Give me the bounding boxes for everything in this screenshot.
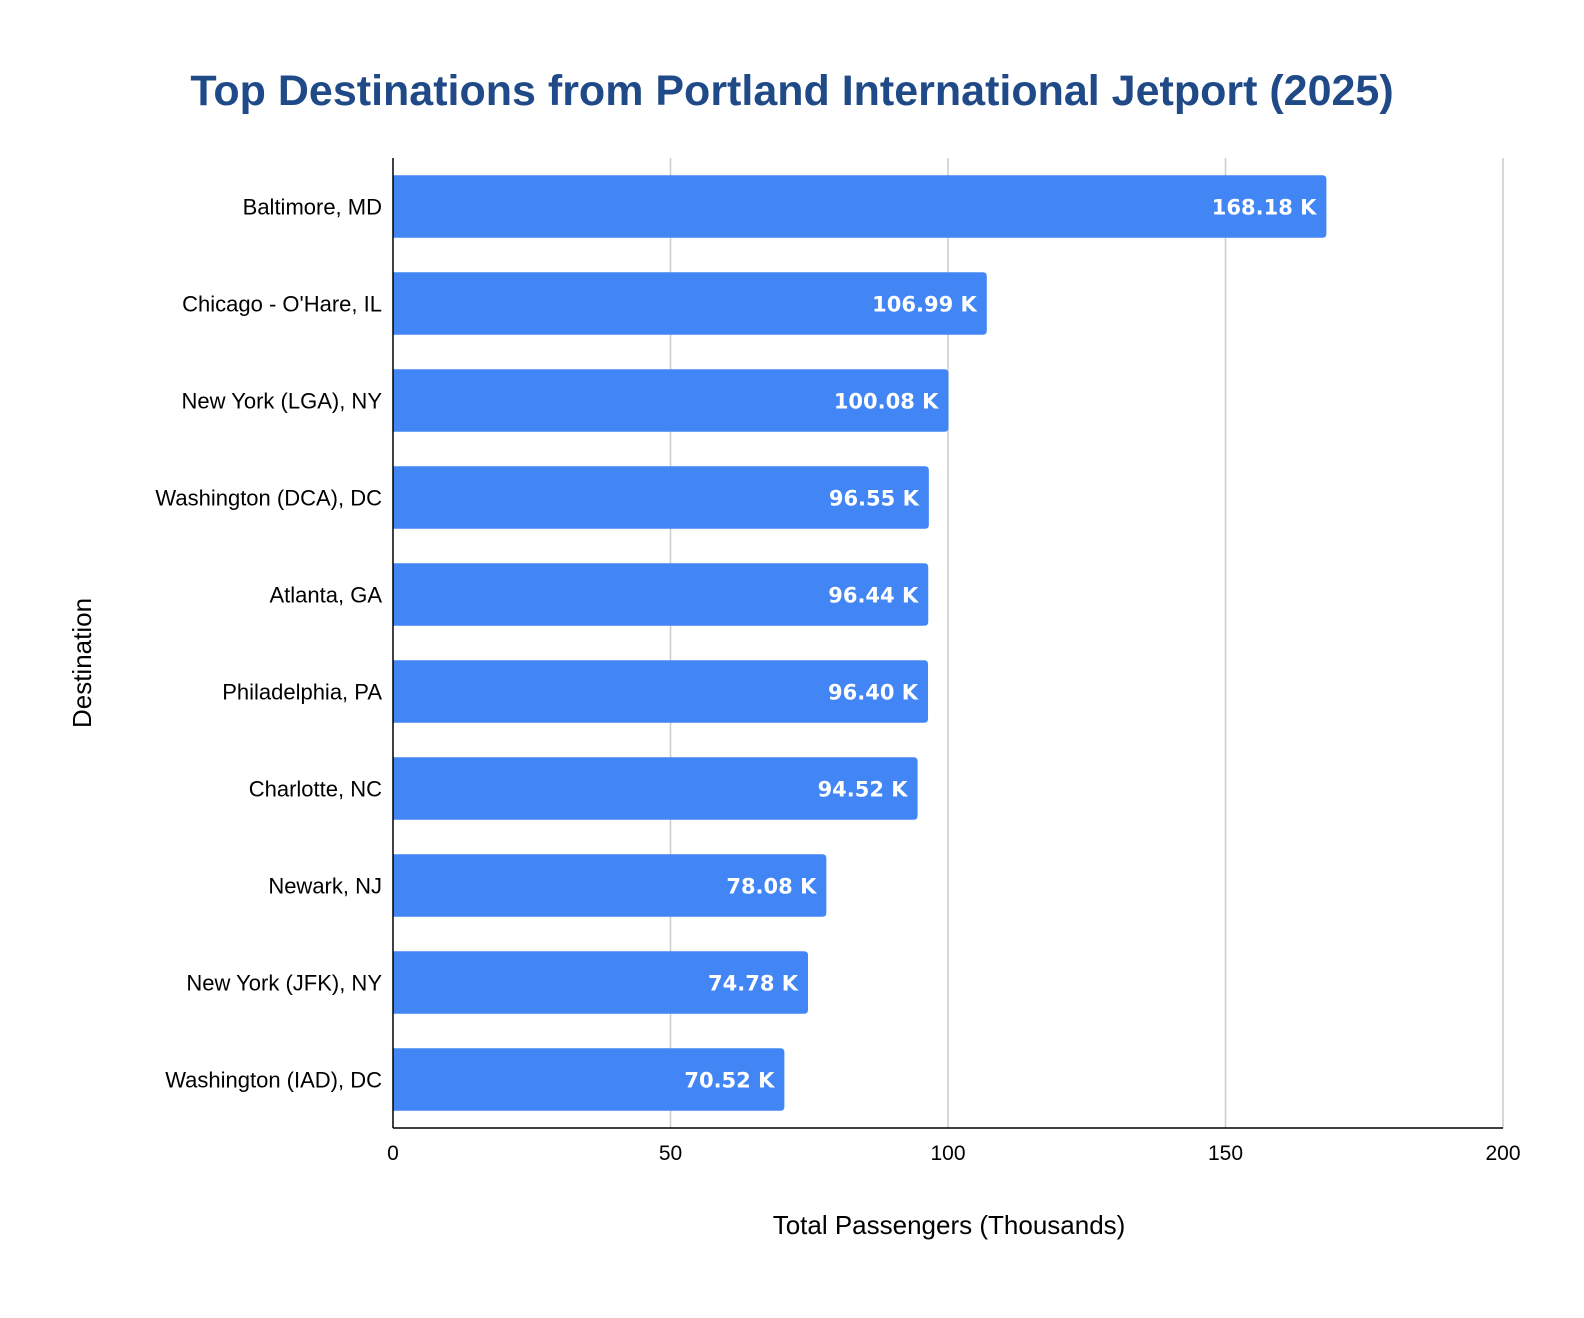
x-tick-label: 100 xyxy=(930,1142,965,1165)
data-label: 168.18 K xyxy=(1212,196,1317,220)
category-label: Washington (DCA), DC xyxy=(155,486,382,511)
category-label: New York (JFK), NY xyxy=(186,971,382,996)
category-label: Charlotte, NC xyxy=(249,777,382,802)
category-label: Baltimore, MD xyxy=(243,195,382,220)
category-label: New York (LGA), NY xyxy=(181,389,382,414)
bar xyxy=(393,757,918,820)
bar xyxy=(393,1048,785,1111)
x-tick-label: 50 xyxy=(659,1142,682,1165)
data-label: 74.78 K xyxy=(708,972,799,996)
bar xyxy=(393,660,929,723)
bar xyxy=(393,175,1327,238)
x-tick-label: 0 xyxy=(387,1142,399,1165)
chart-title: Top Destinations from Portland Internati… xyxy=(190,67,1393,115)
category-label: Washington (IAD), DC xyxy=(165,1068,382,1093)
x-tick-label: 200 xyxy=(1485,1142,1520,1165)
data-label: 106.99 K xyxy=(872,293,977,317)
y-axis-title: Destination xyxy=(67,598,97,728)
data-label: 70.52 K xyxy=(684,1069,775,1093)
category-labels: Baltimore, MD Chicago - O'Hare, IL New Yor… xyxy=(155,195,382,1093)
x-tick-labels: 0 50 100 150 200 xyxy=(387,1142,1520,1165)
bar xyxy=(393,369,949,432)
axes xyxy=(392,158,1503,1129)
bar xyxy=(393,854,827,917)
bar xyxy=(393,951,809,1014)
bars: 168.18 K 106.99 K 100.08 K 96.55 K 96.44 K 96… xyxy=(393,175,1327,1111)
category-label: Philadelphia, PA xyxy=(222,680,382,705)
bar xyxy=(393,563,929,626)
data-label: 94.52 K xyxy=(818,778,909,802)
data-label: 96.55 K xyxy=(829,487,920,511)
category-label: Atlanta, GA xyxy=(269,583,382,608)
x-tick-label: 150 xyxy=(1208,1142,1243,1165)
data-label: 96.44 K xyxy=(828,584,919,608)
category-label: Newark, NJ xyxy=(268,874,382,899)
data-label: 96.40 K xyxy=(828,681,919,705)
bar xyxy=(393,272,987,335)
data-label: 100.08 K xyxy=(834,390,939,414)
category-label: Chicago - O'Hare, IL xyxy=(182,292,382,317)
bar xyxy=(393,466,929,529)
data-label: 78.08 K xyxy=(726,875,817,899)
x-axis-title: Total Passengers (Thousands) xyxy=(773,1210,1126,1240)
